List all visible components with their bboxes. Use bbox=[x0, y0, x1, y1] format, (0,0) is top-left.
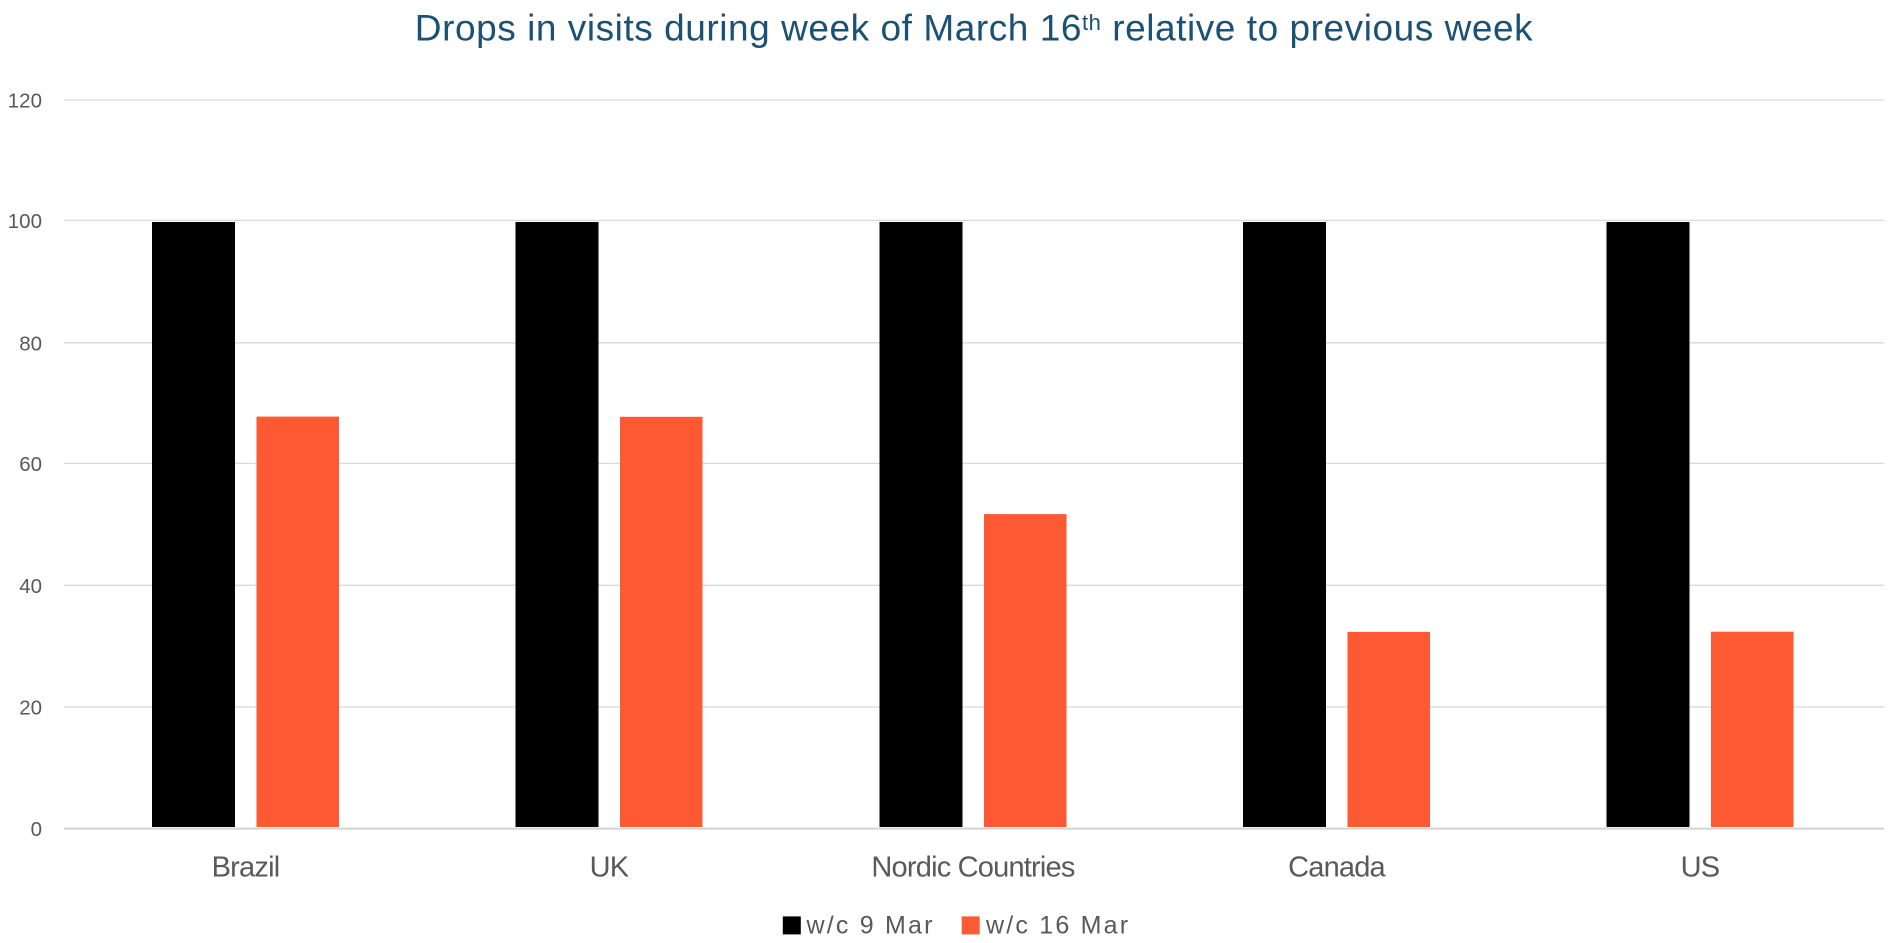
svg-text:20: 20 bbox=[19, 697, 42, 720]
svg-text:80: 80 bbox=[19, 332, 42, 355]
svg-text:Brazil: Brazil bbox=[212, 852, 280, 884]
svg-text:120: 120 bbox=[8, 90, 42, 113]
svg-text:100: 100 bbox=[8, 210, 42, 233]
svg-text:Drops in visits during week of: Drops in visits during week of March 16t… bbox=[415, 7, 1533, 48]
svg-text:w/c 16 Mar: w/c 16 Mar bbox=[985, 912, 1130, 940]
svg-text:w/c 9 Mar: w/c 9 Mar bbox=[806, 912, 935, 940]
svg-text:US: US bbox=[1681, 852, 1720, 884]
svg-text:0: 0 bbox=[31, 818, 42, 841]
svg-text:Nordic Countries: Nordic Countries bbox=[871, 852, 1074, 884]
svg-text:60: 60 bbox=[19, 453, 42, 476]
svg-text:40: 40 bbox=[19, 575, 42, 598]
svg-text:UK: UK bbox=[590, 852, 630, 884]
svg-text:Canada: Canada bbox=[1288, 852, 1386, 884]
